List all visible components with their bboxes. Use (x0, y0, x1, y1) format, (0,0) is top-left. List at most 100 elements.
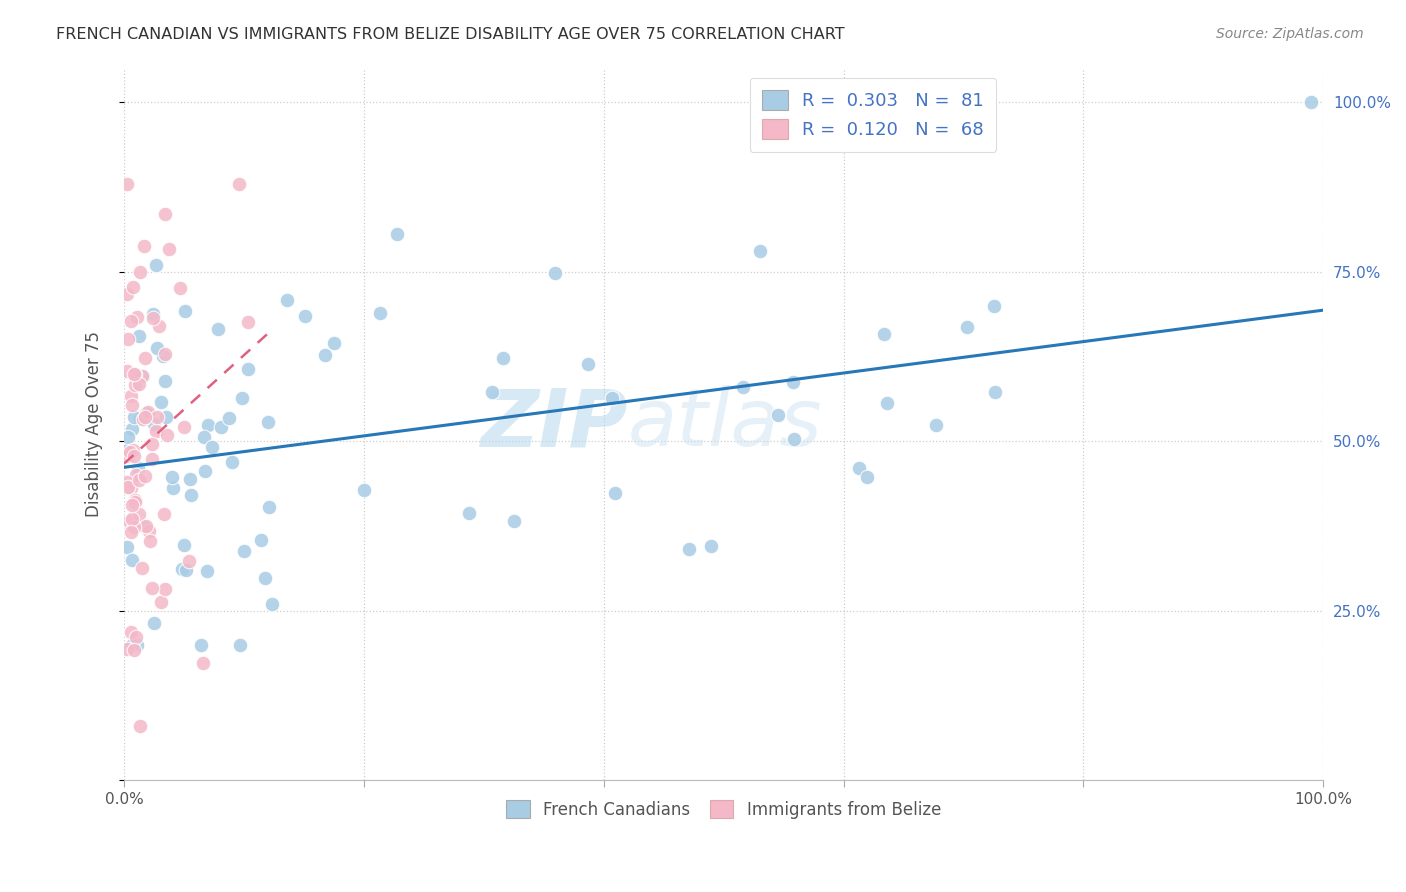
Point (768, 408, 790, 422)
Point (236, 315, 259, 329)
Point (170, 562, 193, 576)
Point (179, 471, 201, 485)
Point (121, 638, 143, 652)
Point (120, 481, 142, 495)
Point (124, 494, 146, 508)
Point (124, 493, 146, 508)
Point (848, 460, 870, 475)
Point (132, 519, 155, 533)
Point (134, 351, 156, 365)
Point (173, 538, 195, 552)
Point (699, 539, 721, 553)
Point (115, 540, 138, 554)
Point (124, 520, 146, 534)
Point (173, 304, 195, 318)
Point (544, 266, 567, 280)
Point (117, 430, 139, 444)
Point (194, 464, 217, 478)
Point (180, 488, 202, 502)
Point (576, 357, 599, 371)
Point (153, 582, 176, 596)
Point (124, 468, 146, 483)
Point (153, 347, 176, 361)
Point (115, 177, 138, 191)
Point (141, 437, 163, 451)
Point (135, 519, 157, 533)
Point (749, 244, 772, 259)
Point (128, 412, 150, 426)
Point (731, 380, 754, 394)
Point (179, 554, 201, 568)
Text: FRENCH CANADIAN VS IMMIGRANTS FROM BELIZE DISABILITY AGE OVER 75 CORRELATION CHA: FRENCH CANADIAN VS IMMIGRANTS FROM BELIZ… (56, 27, 845, 42)
Point (122, 449, 145, 463)
Point (115, 364, 138, 378)
Point (262, 597, 284, 611)
Point (143, 616, 166, 631)
Point (138, 524, 160, 539)
Point (149, 594, 172, 608)
Point (125, 310, 148, 324)
Point (190, 638, 212, 652)
Point (174, 563, 197, 577)
Point (122, 367, 145, 381)
Point (117, 332, 139, 346)
Point (783, 432, 806, 446)
Point (314, 348, 336, 362)
Point (925, 418, 948, 433)
Point (153, 375, 176, 389)
Point (131, 561, 153, 575)
Point (145, 258, 167, 272)
Point (152, 508, 174, 522)
Point (124, 377, 146, 392)
Point (115, 443, 138, 458)
Point (125, 630, 148, 644)
Point (121, 422, 143, 436)
Point (855, 470, 877, 484)
Point (603, 486, 626, 500)
Point (145, 424, 167, 438)
Point (322, 335, 344, 350)
Y-axis label: Disability Age Over 75: Disability Age Over 75 (86, 332, 103, 517)
Point (134, 469, 156, 483)
Point (118, 445, 141, 459)
Point (231, 391, 253, 405)
Point (131, 369, 153, 384)
Point (142, 307, 165, 321)
Point (122, 643, 145, 657)
Point (502, 515, 524, 529)
Point (162, 481, 184, 495)
Point (146, 410, 169, 425)
Point (124, 410, 146, 425)
Point (221, 454, 243, 468)
Text: atlas: atlas (627, 385, 823, 464)
Point (956, 320, 979, 334)
Point (191, 656, 214, 670)
Point (353, 483, 375, 497)
Point (124, 515, 146, 529)
Point (600, 391, 623, 405)
Point (218, 410, 240, 425)
Point (156, 428, 179, 442)
Point (128, 473, 150, 487)
Point (142, 417, 165, 431)
Point (121, 499, 143, 513)
Point (141, 452, 163, 467)
Point (481, 384, 503, 399)
Point (228, 177, 250, 191)
Point (136, 404, 159, 418)
Point (152, 349, 174, 363)
Point (115, 641, 138, 656)
Point (229, 638, 252, 652)
Point (115, 287, 138, 301)
Point (115, 475, 138, 490)
Point (276, 293, 298, 308)
Point (142, 310, 165, 325)
Point (128, 507, 150, 521)
Point (201, 440, 224, 454)
Text: Source: ZipAtlas.com: Source: ZipAtlas.com (1216, 27, 1364, 41)
Point (139, 533, 162, 548)
Point (125, 638, 148, 652)
Point (233, 544, 256, 558)
Point (121, 524, 143, 539)
Point (197, 418, 219, 433)
